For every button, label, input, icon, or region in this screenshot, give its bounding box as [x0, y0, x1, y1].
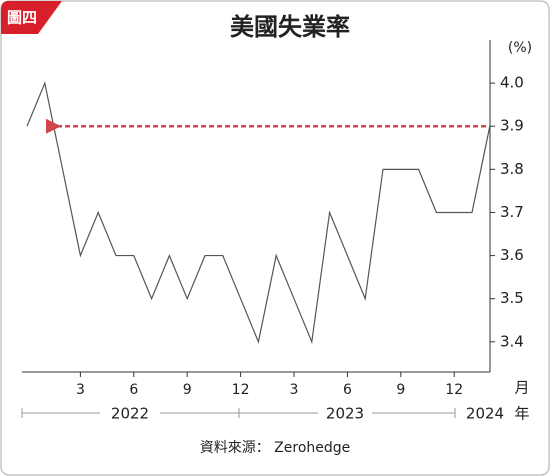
year-unit: 年: [514, 405, 529, 423]
x-tick-label: 6: [343, 382, 352, 398]
x-tick-label: 6: [129, 382, 138, 398]
year-label: 2022: [111, 405, 149, 423]
year-label: 2023: [326, 405, 364, 423]
y-unit: (%): [508, 40, 532, 56]
x-tick-label: 9: [183, 382, 192, 398]
y-tick-label: 4.0: [500, 74, 524, 92]
source: 資料來源： Zerohedge: [200, 440, 351, 456]
year-label: 2024: [466, 405, 504, 423]
x-tick-label: 9: [396, 382, 405, 398]
y-tick-label: 3.9: [500, 117, 524, 135]
chart-title: 美國失業率: [230, 13, 350, 41]
y-tick-label: 3.8: [500, 160, 524, 178]
x-tick-label: 3: [76, 382, 85, 398]
x-tick-label: 3: [290, 382, 299, 398]
y-tick-label: 3.6: [500, 246, 524, 264]
badge-bg: [1, 1, 62, 34]
x-unit: 月: [514, 379, 529, 397]
y-tick-label: 3.4: [500, 332, 524, 350]
x-tick-label: 12: [445, 382, 463, 398]
y-tick-label: 3.7: [500, 203, 524, 221]
x-tick-label: 12: [232, 382, 250, 398]
badge: 圖四: [7, 9, 37, 27]
line: [26, 81, 491, 345]
y-tick-label: 3.5: [500, 289, 524, 307]
